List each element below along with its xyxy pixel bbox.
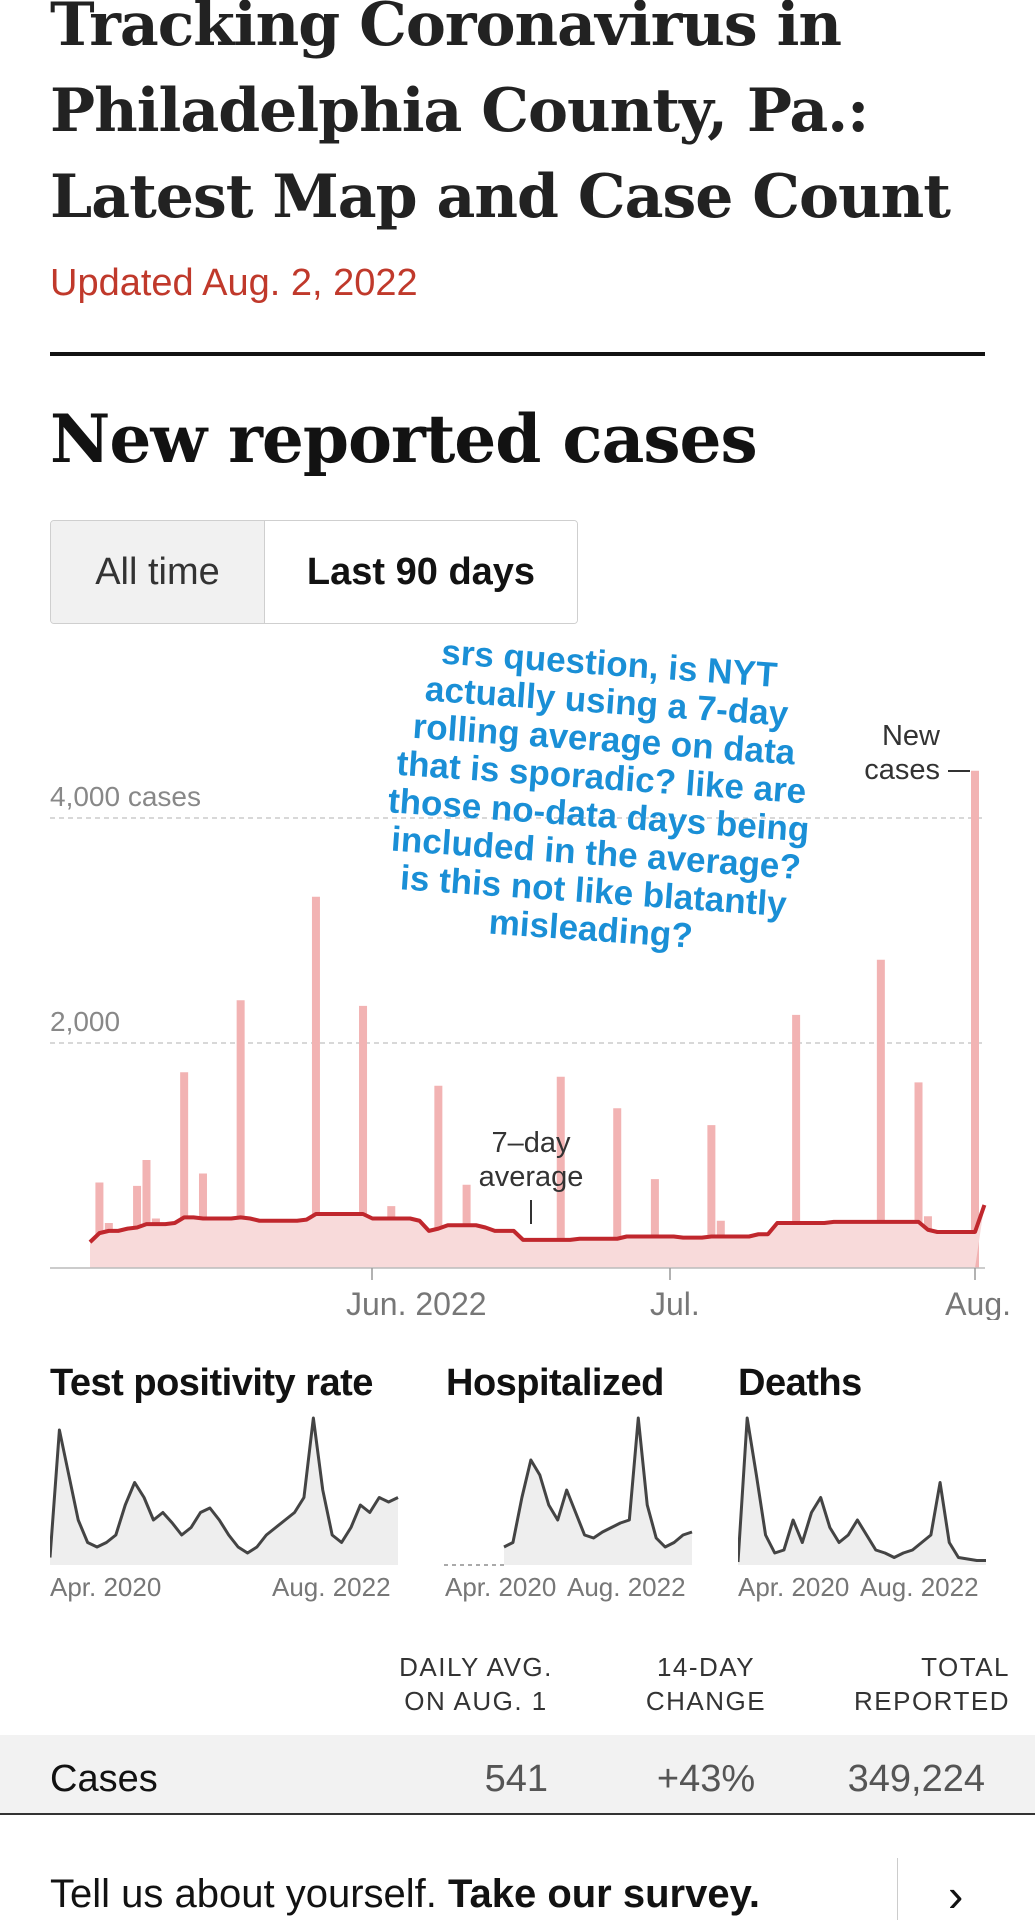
tab-last-90-days[interactable]: Last 90 days xyxy=(265,521,577,623)
case-bar xyxy=(914,1082,923,1268)
seven-day-average-line xyxy=(88,1204,987,1244)
mini-x-end: Aug. 2022 xyxy=(567,1572,686,1602)
header-14-day-change: 14-DAY CHANGE xyxy=(640,1650,772,1718)
case-bar xyxy=(95,1182,104,1268)
new-cases-label: New cases xyxy=(864,720,941,786)
sparkline-area xyxy=(50,1418,398,1565)
case-bar xyxy=(359,1005,368,1268)
header-line: DAILY AVG. xyxy=(399,1652,553,1682)
case-bar xyxy=(876,959,885,1268)
survey-prompt[interactable]: Tell us about yourself. Take our survey. xyxy=(50,1872,760,1917)
cases-14-day-change: +43% xyxy=(656,1758,756,1800)
mini-x-start: Apr. 2020 xyxy=(50,1572,162,1602)
headline: Tracking Coronavirus in Philadelphia Cou… xyxy=(50,0,951,232)
row-label-cases: Cases xyxy=(50,1758,158,1800)
sparkline-line xyxy=(503,1416,693,1549)
chevron-right-icon[interactable]: › xyxy=(948,1869,964,1921)
case-bar xyxy=(707,1125,716,1268)
average-label: 7–day average xyxy=(479,1127,584,1193)
time-range-toggle: All time Last 90 days xyxy=(50,520,578,624)
cases-daily-avg: 541 xyxy=(484,1758,548,1800)
mini-x-start: Apr. 2020 xyxy=(445,1572,557,1602)
sparkline-line xyxy=(738,1416,986,1563)
header-line: TOTAL xyxy=(921,1652,1010,1682)
mini-x-end: Aug. 2022 xyxy=(272,1572,391,1602)
survey-link[interactable]: Take our survey. xyxy=(448,1872,760,1916)
survey-text: Tell us about yourself. xyxy=(50,1872,448,1916)
case-bar xyxy=(556,1076,565,1268)
average-area xyxy=(90,1205,985,1268)
new-cases-chart: 2,000 4,000 cases Jun. 2022 Jul. Aug. New ca… xyxy=(50,720,1011,1320)
hospitalized-sparkline[interactable] xyxy=(444,1405,694,1570)
case-bar xyxy=(792,1014,801,1268)
header-daily-avg: DAILY AVG. ON AUG. 1 xyxy=(390,1650,562,1718)
case-bar xyxy=(311,896,320,1268)
mini-title-test-positivity: Test positivity rate xyxy=(50,1362,373,1404)
mini-x-end: Aug. 2022 xyxy=(860,1572,979,1602)
case-bar xyxy=(613,1108,622,1268)
table-row xyxy=(0,1735,1035,1815)
x-tick-label: Aug. xyxy=(945,1286,1011,1320)
sparkline-area xyxy=(738,1418,986,1565)
header-line: CHANGE xyxy=(645,1686,767,1716)
case-bar xyxy=(236,1000,245,1268)
header-line: ON AUG. 1 xyxy=(404,1686,548,1716)
sparkline-area xyxy=(504,1418,692,1565)
sparkline-line xyxy=(50,1416,399,1558)
deaths-sparkline[interactable] xyxy=(738,1405,988,1570)
header-total-reported: TOTAL REPORTED xyxy=(850,1650,1010,1718)
y-tick-label: 2,000 xyxy=(50,1006,120,1037)
mini-x-start: Apr. 2020 xyxy=(738,1572,850,1602)
survey-divider xyxy=(897,1858,898,1920)
divider xyxy=(50,352,985,356)
header-line: REPORTED xyxy=(854,1686,1010,1716)
x-tick-label: Jul. xyxy=(650,1286,700,1320)
case-bar xyxy=(180,1072,189,1268)
y-tick-label: 4,000 cases xyxy=(50,781,201,812)
case-bar xyxy=(434,1085,443,1268)
x-tick-label: Jun. 2022 xyxy=(346,1286,487,1320)
section-title: New reported cases xyxy=(50,400,758,478)
cases-total-reported: 349,224 xyxy=(847,1758,985,1800)
case-bar xyxy=(971,770,979,1268)
case-bar xyxy=(142,1160,151,1268)
header-line: 14-DAY xyxy=(656,1652,756,1682)
handwritten-annotation: srs question, is NYT actually using a 7-… xyxy=(386,632,811,956)
test-positivity-sparkline[interactable] xyxy=(50,1405,400,1570)
mini-title-deaths: Deaths xyxy=(738,1362,862,1404)
case-bar xyxy=(650,1179,659,1268)
mini-title-hospitalized: Hospitalized xyxy=(446,1362,664,1404)
tab-all-time[interactable]: All time xyxy=(51,521,265,623)
updated-date: Updated Aug. 2, 2022 xyxy=(50,262,418,304)
